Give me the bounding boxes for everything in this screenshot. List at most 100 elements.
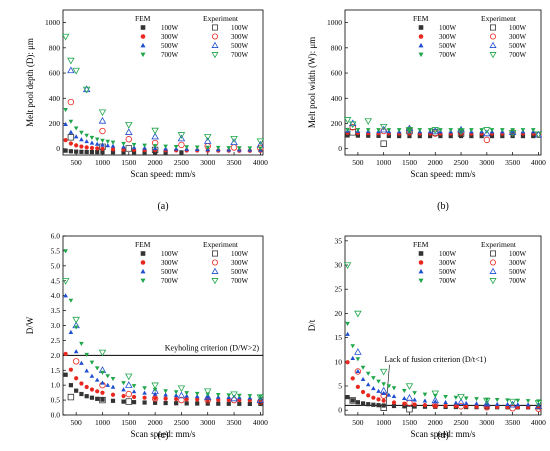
fem-point-300w bbox=[142, 395, 147, 400]
exp-point-700w bbox=[364, 118, 372, 125]
fem-point-500w bbox=[79, 360, 84, 365]
exp-point-100w bbox=[457, 130, 465, 137]
y-tick-label: 3.0 bbox=[51, 321, 61, 330]
fem-point-700w bbox=[110, 376, 116, 382]
fem-point-100w bbox=[391, 403, 397, 409]
x-tick-label: 500 bbox=[71, 418, 83, 427]
fem-point-500w bbox=[89, 373, 95, 378]
fem-point-100w bbox=[110, 398, 116, 403]
exp-point-300w bbox=[178, 396, 185, 404]
exp-point-500w bbox=[203, 393, 212, 400]
exp-point-700w bbox=[98, 109, 107, 117]
fem-point-700w bbox=[205, 145, 211, 150]
legend-fem-label: 300W bbox=[161, 259, 179, 267]
fem-point-100w bbox=[142, 400, 147, 405]
legend-fem-marker bbox=[140, 268, 146, 274]
x-tick-label: 3000 bbox=[200, 418, 215, 427]
fem-point-300w bbox=[495, 404, 500, 410]
fem-point-700w bbox=[68, 119, 74, 124]
fem-point-300w bbox=[131, 394, 137, 400]
y-tick-label: 5.0 bbox=[51, 261, 61, 270]
fem-point-700w bbox=[402, 389, 407, 394]
legend-exp-label: 300W bbox=[509, 259, 527, 267]
fem-point-300w bbox=[95, 389, 100, 394]
fem-point-500w bbox=[453, 400, 459, 405]
fem-point-500w bbox=[100, 142, 105, 147]
exp-point-500w bbox=[203, 137, 212, 144]
fem-point-700w bbox=[110, 140, 116, 145]
fem-point-500w bbox=[84, 139, 89, 144]
fem-point-100w bbox=[355, 400, 360, 405]
x-tick-label: 2500 bbox=[174, 418, 189, 427]
exp-point-500w bbox=[457, 398, 465, 406]
fem-point-100w bbox=[258, 401, 263, 407]
legend-fem-marker bbox=[418, 25, 424, 30]
fem-point-700w bbox=[422, 392, 428, 397]
legend-exp-marker bbox=[211, 278, 219, 285]
exp-point-500w bbox=[177, 391, 186, 399]
fem-point-300w bbox=[74, 143, 79, 148]
fem-point-300w bbox=[84, 145, 89, 150]
y-tick-label: 0.5 bbox=[51, 396, 61, 405]
exp-point-700w bbox=[483, 397, 491, 405]
y-tick-label: 600 bbox=[49, 69, 61, 78]
fem-point-300w bbox=[63, 138, 68, 143]
fem-point-100w bbox=[195, 401, 200, 406]
y-tick-label: 400 bbox=[49, 94, 61, 103]
fem-point-500w bbox=[131, 389, 137, 394]
fem-point-300w bbox=[474, 404, 479, 409]
fem-point-100w bbox=[79, 391, 84, 397]
fem-point-300w bbox=[355, 384, 360, 389]
exp-point-300w bbox=[483, 136, 491, 144]
x-tick-label: 500 bbox=[352, 158, 364, 167]
fem-point-700w bbox=[163, 144, 168, 149]
fem-point-700w bbox=[131, 384, 137, 389]
fem-point-500w bbox=[391, 393, 397, 399]
x-tick-label: 3500 bbox=[227, 418, 242, 427]
y-axis-label: D/W bbox=[25, 316, 35, 334]
legend-fem-marker bbox=[418, 42, 424, 48]
fem-point-300w bbox=[184, 397, 189, 402]
x-tick-label: 4000 bbox=[253, 418, 268, 427]
exp-point-700w bbox=[230, 135, 238, 143]
legend-exp-label: 500W bbox=[509, 42, 527, 50]
y-tick-label: 2.5 bbox=[51, 336, 61, 345]
fem-point-100w bbox=[63, 372, 68, 377]
exp-point-100w bbox=[349, 397, 356, 404]
x-axis-label: Scan speed: mm/s bbox=[411, 429, 476, 439]
fem-point-500w bbox=[525, 402, 531, 407]
legend-exp-label: 500W bbox=[231, 42, 249, 50]
fem-point-700w bbox=[89, 135, 95, 140]
fem-point-700w bbox=[194, 391, 200, 396]
legend-header-fem: FEM bbox=[413, 240, 429, 249]
fem-point-500w bbox=[100, 380, 105, 385]
fem-point-100w bbox=[74, 388, 79, 393]
x-tick-label: 1000 bbox=[376, 158, 391, 167]
fem-point-700w bbox=[463, 396, 469, 401]
legend-fem-label: 100W bbox=[161, 24, 179, 32]
chart-c: 500 1000 1500 2000 2500 3000 3500 4000 0.0 0.5 1.0… bbox=[25, 232, 268, 442]
exp-point-700w bbox=[534, 131, 543, 139]
fem-point-700w bbox=[365, 128, 371, 133]
fem-point-100w bbox=[110, 150, 116, 155]
fem-point-100w bbox=[131, 400, 137, 405]
legend-header-exp: Experiment bbox=[481, 240, 517, 249]
fem-point-700w bbox=[237, 146, 242, 151]
exp-point-700w bbox=[203, 388, 212, 396]
legend-fem-marker bbox=[418, 52, 424, 58]
fem-point-300w bbox=[381, 398, 386, 403]
exp-point-700w bbox=[61, 33, 70, 41]
fem-point-500w bbox=[142, 145, 147, 150]
y-axis-label: Melt pool depth (D): μm bbox=[25, 38, 35, 127]
fem-point-100w bbox=[376, 403, 381, 408]
fem-point-700w bbox=[100, 370, 105, 375]
legend-exp-label: 100W bbox=[509, 24, 527, 32]
exp-point-300w bbox=[67, 98, 75, 106]
legend-exp-marker bbox=[211, 41, 219, 48]
fem-point-100w bbox=[68, 383, 73, 388]
y-tick-label: 5.5 bbox=[51, 246, 61, 255]
fem-point-700w bbox=[68, 298, 74, 303]
fem-point-700w bbox=[142, 143, 147, 148]
y-tick-label: 1000 bbox=[45, 18, 60, 27]
exp-point-500w bbox=[256, 396, 265, 403]
